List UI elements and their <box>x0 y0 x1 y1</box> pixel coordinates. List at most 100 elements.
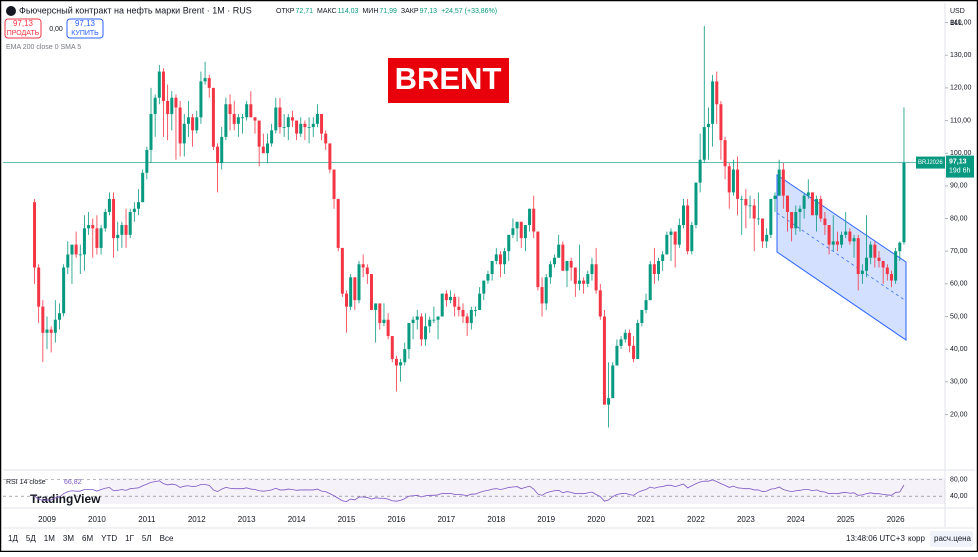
candle-body <box>702 127 706 160</box>
range-button[interactable]: YTD <box>101 534 117 543</box>
range-button[interactable]: 1Г <box>125 534 134 543</box>
candle-body <box>95 228 99 248</box>
sell-button[interactable] <box>4 18 42 39</box>
candle-body <box>823 218 827 226</box>
rsi-value: 66,82 <box>64 479 82 486</box>
candle-body <box>216 146 220 164</box>
symbol-icon <box>6 6 16 16</box>
y-tick-label: 20,00 <box>950 411 968 418</box>
adj[interactable]: корр <box>908 534 925 543</box>
candle-body <box>394 358 398 366</box>
candle-body <box>453 296 457 307</box>
candle-body <box>507 234 511 252</box>
candle-body <box>806 192 810 196</box>
candle-body <box>831 241 835 245</box>
candle-body <box>324 133 328 144</box>
range-button[interactable]: 1Д <box>8 534 18 543</box>
candle-body <box>274 107 278 131</box>
x-tick-label: 2017 <box>437 515 455 524</box>
candle-body <box>232 114 236 124</box>
rsi-tick-label: 40,00 <box>950 493 968 500</box>
candle-body <box>577 280 581 284</box>
candle-body <box>681 205 685 226</box>
candle-body <box>469 309 473 324</box>
candle-body <box>698 159 702 183</box>
channel-mid <box>776 212 907 302</box>
candle-body <box>844 231 848 235</box>
x-tick-label: 2024 <box>787 515 805 524</box>
candle-body <box>207 78 211 88</box>
candle-body <box>765 234 769 242</box>
ohlc-label: МАКС <box>317 8 337 15</box>
candle-body <box>295 120 299 134</box>
buy-price: 97,13 <box>75 19 96 28</box>
range-button[interactable]: 3М <box>63 534 74 543</box>
candle-body <box>74 244 78 255</box>
candle-body <box>37 267 41 307</box>
candle-body <box>174 97 178 108</box>
candle-body <box>877 257 881 261</box>
candle-body <box>802 195 806 209</box>
x-tick-label: 2015 <box>338 515 356 524</box>
candle-body <box>428 319 432 327</box>
candle-body <box>748 205 752 207</box>
candle-body <box>128 211 132 235</box>
candle-body <box>120 225 124 235</box>
candle-body <box>374 303 378 310</box>
candle-body <box>465 316 469 324</box>
candle-body <box>652 264 656 275</box>
candle-body <box>819 198 823 219</box>
ohlc-value: 71,99 <box>379 8 397 15</box>
candle-body <box>869 244 873 258</box>
candle-body <box>33 202 37 268</box>
candle-body <box>648 264 652 301</box>
candle-body <box>532 208 536 232</box>
candle-body <box>191 117 195 131</box>
candle-body <box>719 104 723 141</box>
sell-label: ПРОДАТЬ <box>7 30 40 37</box>
candle-body <box>457 306 461 310</box>
candle-body <box>644 300 648 310</box>
candle-body <box>894 251 898 281</box>
y-tick-label: 100,00 <box>950 150 972 157</box>
x-tick-label: 2022 <box>687 515 705 524</box>
x-tick-label: 2012 <box>188 515 206 524</box>
range-button[interactable]: 1М <box>44 534 55 543</box>
range-button[interactable]: 5Л <box>142 534 152 543</box>
candle-body <box>478 293 482 310</box>
candle-body <box>511 228 515 235</box>
candle-body <box>107 198 111 212</box>
range-button[interactable]: 5Д <box>26 534 36 543</box>
x-tick-label: 2025 <box>837 515 855 524</box>
y-tick-label: 120,00 <box>950 85 972 92</box>
candle-body <box>241 117 245 119</box>
candle-body <box>503 251 507 265</box>
candle-body <box>62 267 66 314</box>
candle-body <box>278 107 282 128</box>
calc-button[interactable] <box>930 531 973 547</box>
candle-body <box>124 225 128 235</box>
candle-body <box>632 345 636 359</box>
candle-body <box>195 117 199 131</box>
y-tick-label: 70,00 <box>950 248 968 255</box>
candle-body <box>885 267 889 275</box>
candle-body <box>307 127 311 128</box>
range-button[interactable]: 6М <box>82 534 93 543</box>
buy-button[interactable] <box>66 18 104 39</box>
candle-body <box>856 238 860 275</box>
candle-body <box>827 225 831 245</box>
candle-body <box>740 198 744 200</box>
candle-body <box>840 234 844 245</box>
x-tick-label: 2010 <box>88 515 106 524</box>
candle-body <box>636 323 640 359</box>
candle-body <box>132 208 136 212</box>
ohlc-value: 97,13 <box>420 8 438 15</box>
range-button[interactable]: Все <box>160 534 174 543</box>
candle-body <box>594 264 598 291</box>
y-tick-label: 60,00 <box>950 281 968 288</box>
y-tick-label: 130,00 <box>950 52 972 59</box>
candle-body <box>711 81 715 124</box>
candle-body <box>727 166 731 193</box>
banner: BRENT <box>395 61 502 96</box>
candle-body <box>270 130 274 144</box>
